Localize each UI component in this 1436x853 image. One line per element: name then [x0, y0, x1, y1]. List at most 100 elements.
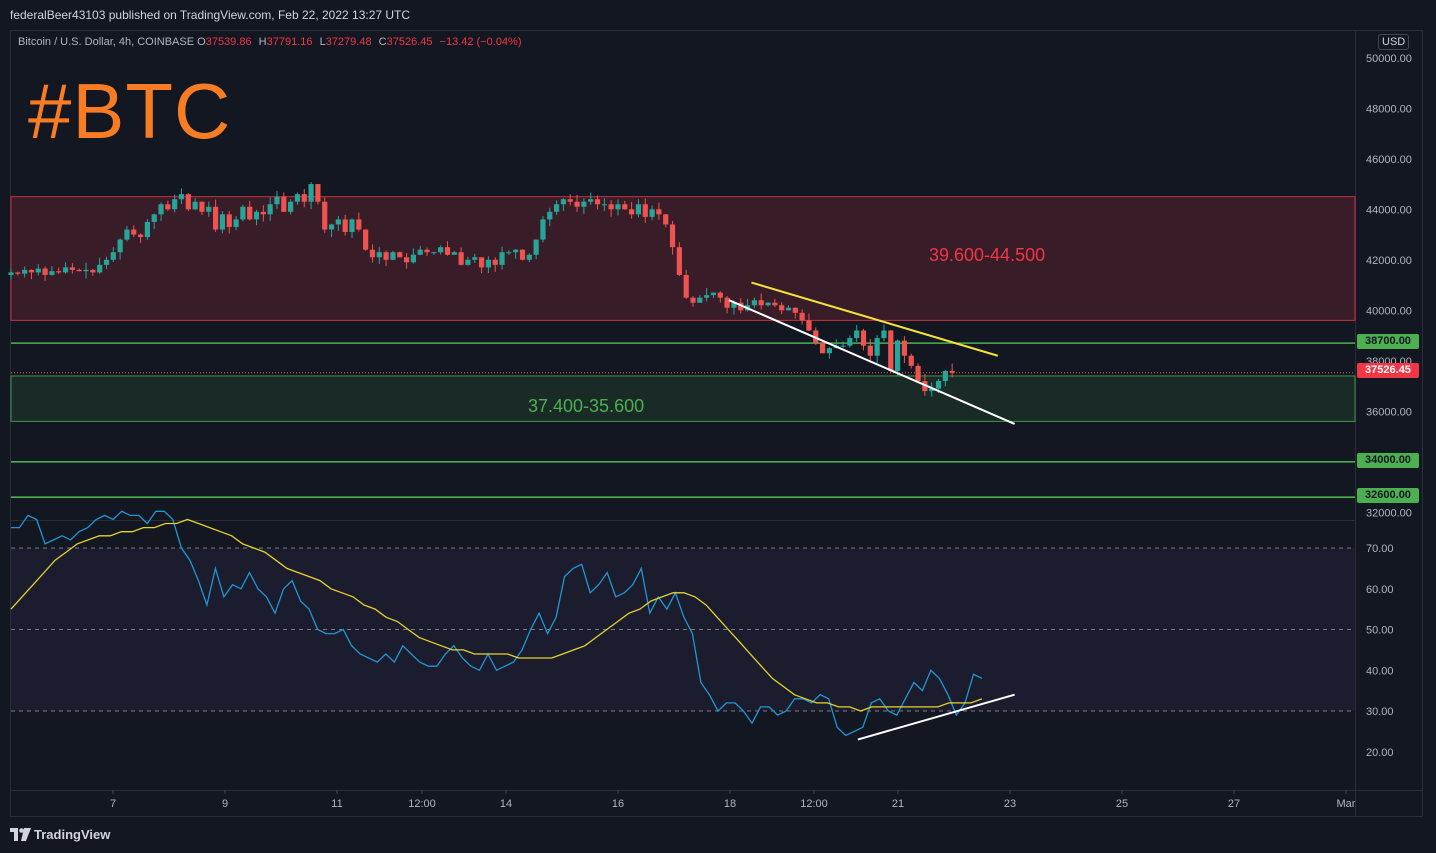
rsi-tick-label: 30.00 [1366, 706, 1394, 718]
candle-body [390, 252, 396, 260]
rsi-bullish-divergence-trendline [857, 693, 1015, 741]
candle-body [110, 252, 116, 260]
candle-body [806, 320, 812, 331]
zones-layer [10, 196, 1356, 498]
candle-body [335, 219, 341, 225]
candle-body [519, 249, 526, 260]
candle-body [663, 214, 669, 225]
symbol-name: Bitcoin / U.S. Dollar, 4h, COINBASE [18, 36, 195, 48]
candle-body [199, 201, 205, 212]
candle-body [8, 272, 14, 275]
candle-body [49, 271, 55, 275]
candle-body [144, 221, 150, 238]
rsi-layer [10, 510, 1355, 741]
candle-body [574, 201, 580, 207]
btc-hashtag-annotation[interactable]: #BTC [28, 67, 232, 155]
candle-body [69, 267, 75, 270]
candle-body [717, 292, 723, 298]
axes-layer: 50000.00 48000.00 46000.00 44000.00 42000.00… [110, 53, 1412, 810]
candle-body [15, 272, 21, 274]
rsi-moving-average [10, 518, 983, 712]
candle-body [485, 259, 491, 268]
candle-body [315, 184, 321, 202]
level-tag-32600: 32600.00 [1357, 488, 1419, 503]
time-tick-label: 9 [222, 798, 228, 810]
candle-body [860, 330, 867, 346]
candle-body [369, 249, 376, 258]
price-tick-label: 32000.00 [1366, 507, 1412, 519]
candle-body [772, 302, 778, 306]
candle-body [233, 219, 239, 227]
current-price-tag: 37526.45 [1357, 363, 1419, 378]
rsi-tick-label: 40.00 [1366, 665, 1394, 677]
candle-body [22, 269, 28, 274]
candle-body [908, 355, 914, 366]
time-tick-label: 7 [110, 798, 116, 810]
price-tick-label: 50000.00 [1366, 53, 1412, 65]
time-tick-label: 27 [1228, 798, 1240, 810]
open-label: O [197, 36, 206, 48]
price-tick-label: 46000.00 [1366, 154, 1412, 166]
tradingview-logo-icon[interactable] [10, 828, 32, 841]
candle-body [669, 224, 676, 248]
footer [0, 820, 1436, 853]
candle-body [704, 295, 710, 298]
candle-body [172, 199, 178, 210]
candle-body [785, 307, 792, 311]
price-pane-bg [11, 31, 1355, 520]
candle-body [151, 214, 157, 222]
candle-body [492, 259, 498, 265]
close-value: 37526.45 [386, 36, 433, 48]
candle-body [131, 229, 137, 235]
candle-body [76, 269, 82, 272]
candle-body [97, 264, 103, 273]
publisher-caption: federalBeer43103 published on TradingVie… [10, 8, 411, 22]
candle-body [356, 219, 362, 230]
symbol-legend[interactable]: Bitcoin / U.S. Dollar, 4h, COINBASE O 375… [18, 36, 526, 48]
candle-body [472, 257, 478, 260]
resistance-zone-label[interactable]: 39.600-44.500 [929, 245, 1046, 265]
candle-body [799, 312, 805, 321]
change-value: −13.42 (−0.04%) [439, 36, 522, 48]
currency-badge[interactable]: USD [1378, 34, 1410, 50]
candle-body [513, 249, 519, 253]
low-value: 37279.48 [325, 36, 372, 48]
candle-body [526, 254, 532, 260]
price-tick-label: 40000.00 [1366, 305, 1412, 317]
candle-body [731, 302, 737, 308]
candle-body [547, 211, 553, 220]
candle-body [683, 274, 689, 298]
candle-body [62, 267, 69, 273]
candle-body [881, 330, 887, 339]
candle-body [867, 345, 873, 356]
candle-body [397, 252, 403, 258]
level-tag-38700: 38700.00 [1357, 334, 1419, 349]
rsi-tick-label: 20.00 [1366, 747, 1394, 759]
candle-body [35, 268, 41, 273]
candle-body [847, 338, 853, 346]
candle-body [247, 206, 253, 220]
candle-body [342, 219, 348, 233]
candle-body [581, 201, 587, 207]
candle-body [206, 206, 212, 212]
price-tick-label: 42000.00 [1366, 255, 1412, 267]
candle-body [942, 370, 948, 381]
candle-body [444, 247, 451, 255]
support-zone-label[interactable]: 37.400-35.600 [528, 396, 645, 416]
high-label: H [258, 36, 267, 48]
candle-body [949, 370, 955, 373]
candles-layer [8, 182, 1355, 397]
candle-body [690, 297, 696, 303]
candle-body [608, 204, 614, 210]
candle-body [656, 209, 662, 215]
candle-body [826, 348, 832, 354]
high-value: 37791.16 [266, 36, 313, 48]
candle-body [533, 239, 539, 255]
candle-body [410, 254, 416, 263]
candle-body [383, 252, 389, 260]
candle-body [219, 214, 226, 230]
tradingview-brand[interactable]: TradingView [34, 827, 111, 842]
resistance-zone [10, 196, 1356, 321]
candle-body [560, 199, 567, 205]
